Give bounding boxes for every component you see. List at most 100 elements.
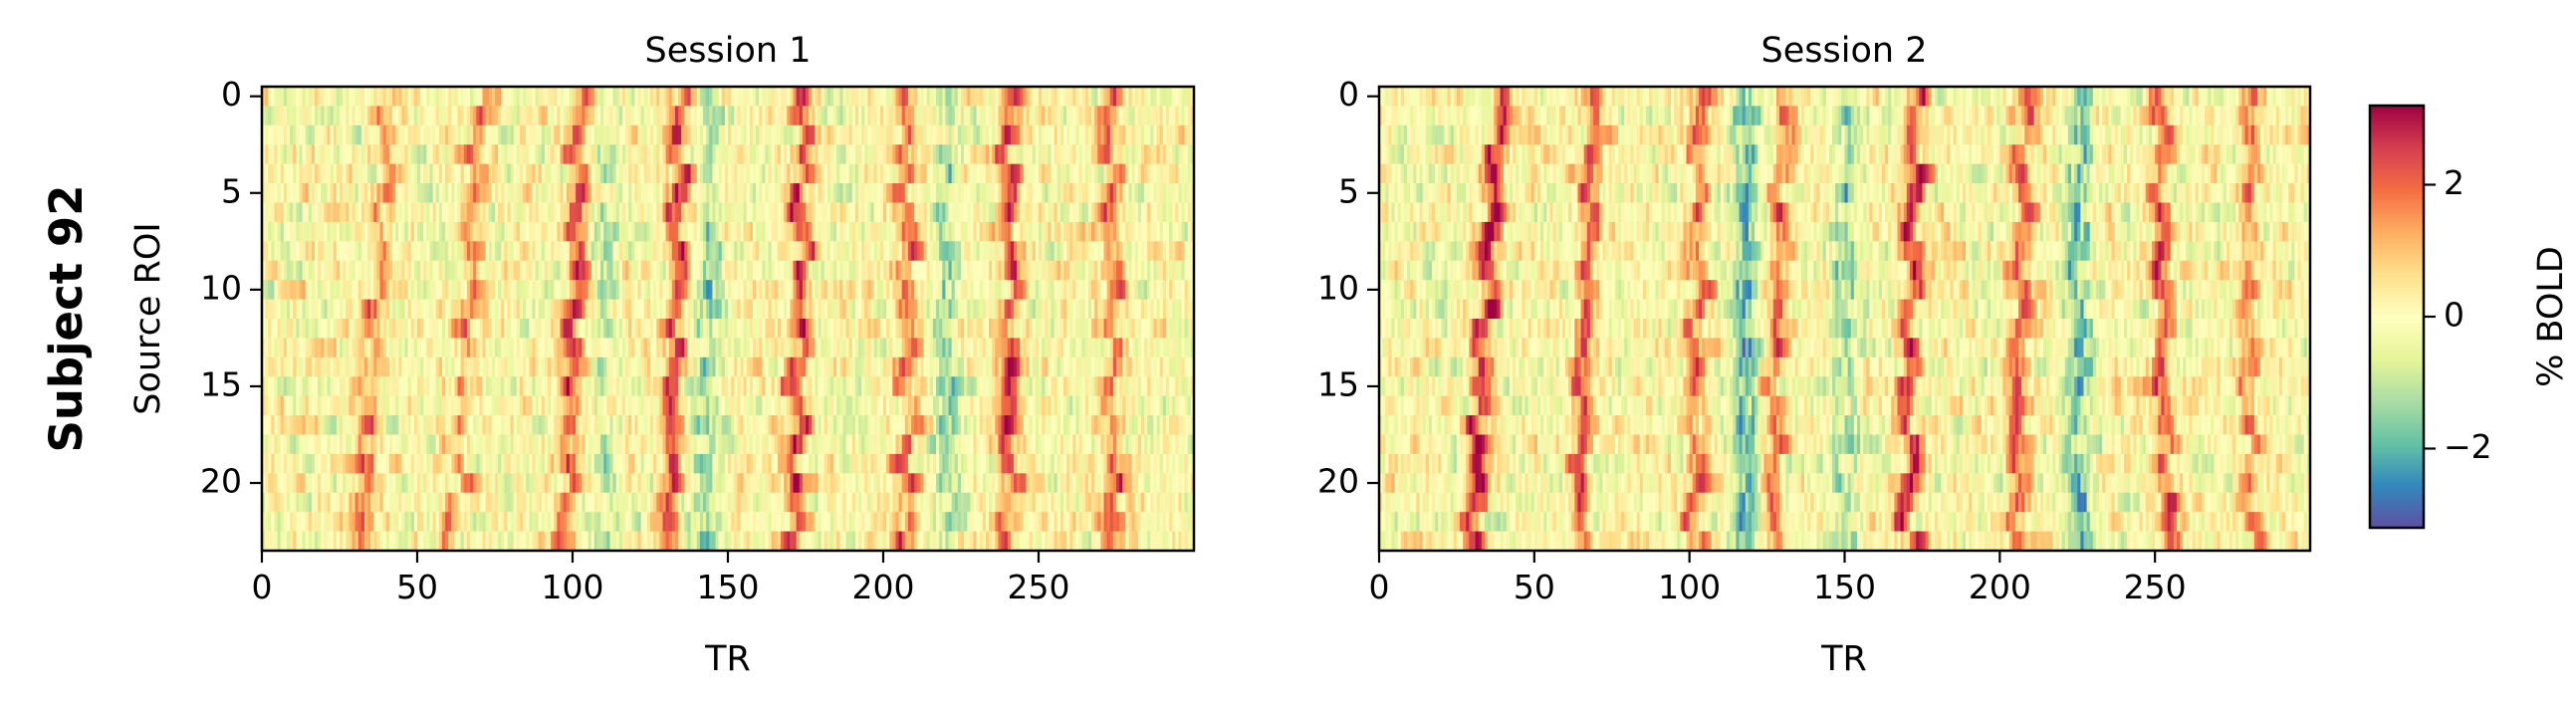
heatmap-cell	[777, 144, 782, 165]
heatmap-cell	[1144, 124, 1148, 145]
heatmap-cell	[876, 163, 881, 184]
heatmap-cell	[395, 395, 399, 416]
heatmap-cell	[538, 241, 543, 262]
heatmap-cell	[659, 338, 664, 358]
heatmap-cell	[573, 183, 577, 204]
heatmap-cell	[1150, 124, 1155, 145]
heatmap-cell	[429, 183, 434, 204]
heatmap-cell	[948, 376, 953, 397]
heatmap-cell	[351, 356, 356, 377]
heatmap-cell	[967, 221, 971, 242]
heatmap-cell	[510, 163, 515, 184]
heatmap-cell	[1056, 202, 1061, 223]
heatmap-cell	[340, 124, 344, 145]
heatmap-cell	[1091, 202, 1095, 223]
heatmap-cell	[812, 163, 816, 184]
heatmap-cell	[593, 221, 598, 242]
heatmap-cell	[1039, 241, 1043, 262]
heatmap-cell	[774, 87, 779, 108]
heatmap-cell	[929, 163, 934, 184]
heatmap-cell	[734, 124, 738, 145]
heatmap-cell	[749, 202, 754, 223]
heatmap-cell	[889, 106, 893, 126]
heatmap-cell	[438, 376, 443, 397]
heatmap-cell	[743, 144, 748, 165]
heatmap-cell	[917, 356, 922, 377]
heatmap-cell	[429, 395, 434, 416]
heatmap-cell	[870, 338, 875, 358]
heatmap-cell	[420, 163, 424, 184]
heatmap-cell	[1075, 241, 1080, 262]
heatmap-cell	[1175, 163, 1179, 184]
heatmap-cell	[529, 395, 534, 416]
heatmap-cell	[305, 260, 310, 281]
heatmap-cell	[1147, 241, 1151, 262]
heatmap-cell	[382, 202, 387, 223]
heatmap-cell	[756, 124, 760, 145]
heatmap-cell	[864, 338, 868, 358]
heatmap-cell	[360, 376, 365, 397]
heatmap-cell	[954, 299, 959, 320]
heatmap-cell	[939, 299, 943, 320]
heatmap-cell	[1134, 241, 1139, 262]
heatmap-cell	[466, 87, 471, 108]
heatmap-cell	[315, 356, 319, 377]
heatmap-cell	[293, 183, 297, 204]
heatmap-cell	[802, 376, 807, 397]
heatmap-cell	[1094, 376, 1098, 397]
heatmap-cell	[441, 280, 446, 301]
heatmap-cell	[410, 338, 415, 358]
heatmap-cell	[398, 221, 402, 242]
heatmap-cell	[709, 221, 713, 242]
heatmap-cell	[621, 163, 626, 184]
heatmap-cell	[593, 124, 598, 145]
heatmap-cell	[1087, 338, 1092, 358]
heatmap-cell	[967, 183, 971, 204]
heatmap-cell	[646, 163, 651, 184]
heatmap-cell	[1137, 241, 1142, 262]
heatmap-cell	[1091, 106, 1095, 126]
heatmap-cell	[600, 124, 604, 145]
heatmap-cell	[271, 338, 276, 358]
heatmap-cell	[709, 87, 713, 108]
heatmap-cell	[746, 241, 751, 262]
heatmap-cell	[587, 280, 592, 301]
heatmap-cell	[479, 280, 484, 301]
heatmap-cell	[336, 356, 341, 377]
heatmap-cell	[429, 144, 434, 165]
heatmap-cell	[836, 356, 840, 377]
heatmap-cell	[324, 260, 329, 281]
heatmap-cell	[445, 376, 449, 397]
heatmap-cell	[784, 280, 788, 301]
heatmap-cell	[802, 221, 807, 242]
heatmap-cell	[812, 241, 816, 262]
heatmap-cell	[687, 221, 692, 242]
heatmap-cell	[293, 260, 297, 281]
heatmap-cell	[907, 202, 912, 223]
heatmap-cell	[954, 124, 959, 145]
heatmap-cell	[784, 183, 788, 204]
heatmap-cell	[1112, 183, 1117, 204]
heatmap-cell	[560, 106, 565, 126]
heatmap-cell	[618, 221, 623, 242]
heatmap-cell	[438, 202, 443, 223]
heatmap-cell	[961, 144, 965, 165]
heatmap-cell	[277, 221, 282, 242]
heatmap-cell	[363, 376, 368, 397]
heatmap-cell	[718, 106, 723, 126]
heatmap-cell	[305, 144, 310, 165]
heatmap-cell	[1026, 202, 1031, 223]
heatmap-cell	[911, 299, 915, 320]
heatmap-cell	[579, 202, 583, 223]
heatmap-cell	[1001, 299, 1006, 320]
heatmap-cell	[967, 144, 971, 165]
heatmap-cell	[1175, 376, 1179, 397]
heatmap-cell	[566, 106, 571, 126]
heatmap-cell	[699, 241, 704, 262]
heatmap-cell	[799, 395, 804, 416]
heatmap-cell	[687, 144, 692, 165]
heatmap-cell	[659, 202, 664, 223]
heatmap-cell	[410, 202, 415, 223]
heatmap-cell	[1100, 260, 1105, 281]
heatmap-cell	[693, 241, 698, 262]
